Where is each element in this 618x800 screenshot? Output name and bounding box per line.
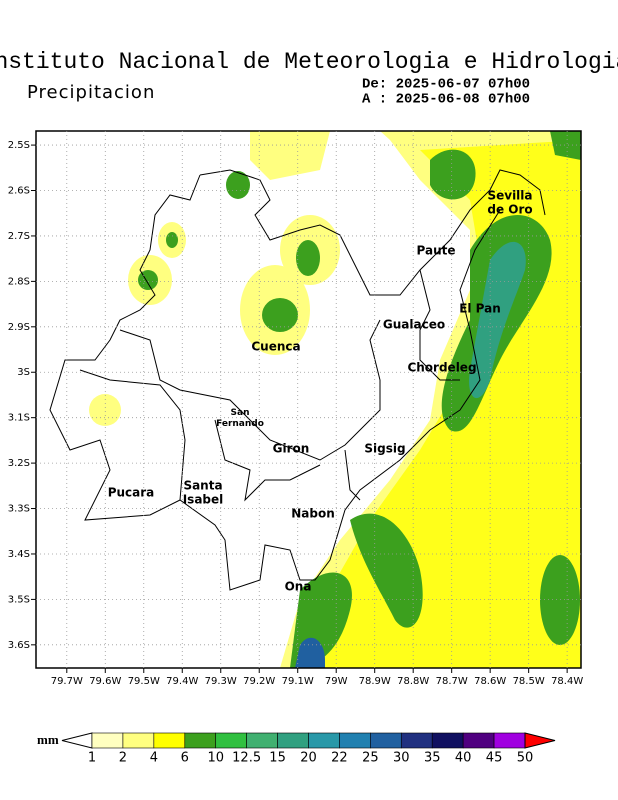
- x-tick-label: 78.5W: [513, 676, 545, 687]
- colorbar-label: 40: [455, 751, 472, 766]
- colorbar-swatch: [246, 732, 278, 749]
- title: Instituto Nacional de Meteorologia e Hid…: [0, 49, 618, 75]
- colorbar-label: 45: [486, 751, 503, 766]
- place-name: Sigsig: [364, 442, 405, 456]
- date-to: A : 2025-06-08 07h00: [362, 92, 530, 108]
- y-tick-label: 2.9S: [8, 322, 30, 333]
- colorbar-label: 12.5: [232, 751, 261, 766]
- y-tick-label: 3.6S: [8, 640, 30, 651]
- colorbar-swatch: [462, 732, 495, 749]
- place-name: Chordeleg: [407, 361, 476, 375]
- x-tick-label: 78.9W: [359, 676, 391, 687]
- y-tick-label: 2.8S: [8, 276, 30, 287]
- colorbar-swatch: [400, 732, 433, 749]
- y-tick-label: 2.6S: [8, 186, 30, 197]
- date-from: De: 2025-06-07 07h00: [362, 77, 530, 93]
- map-frame: [35, 130, 582, 669]
- place-name: Giron: [273, 442, 310, 456]
- colorbar-swatch: [153, 732, 186, 749]
- y-tick-label: 3.3S: [8, 504, 30, 515]
- x-tick-label: 79.3W: [205, 676, 237, 687]
- x-tick-label: 78.4W: [551, 676, 583, 687]
- x-tick-label: 79.2W: [243, 676, 275, 687]
- colorbar-swatch: [91, 732, 124, 749]
- colorbar-label: 20: [300, 751, 317, 766]
- x-tick-label: 79.6W: [89, 676, 121, 687]
- colorbar-label: 30: [393, 751, 410, 766]
- place-name: Sevilla: [487, 189, 532, 203]
- place-name: San: [231, 408, 250, 418]
- colorbar-swatch: [122, 732, 155, 749]
- y-tick-label: 3.2S: [8, 458, 30, 469]
- y-tick-label: 2.5S: [8, 140, 30, 151]
- x-tick-label: 78.8W: [397, 676, 429, 687]
- subtitle: Precipitacion: [27, 82, 155, 103]
- colorbar-swatch: [215, 732, 247, 749]
- colorbar-label: 2: [119, 751, 127, 766]
- colorbar-swatch: [308, 732, 340, 749]
- place-name: Gualaceo: [383, 318, 445, 332]
- place-name: Nabon: [291, 507, 335, 521]
- place-name: Fernando: [216, 419, 264, 429]
- boundaries: [49, 169, 546, 591]
- colorbar-under: [61, 732, 93, 749]
- colorbar-swatch: [493, 732, 526, 749]
- x-tick-label: 79.7W: [51, 676, 83, 687]
- colorbar-swatch: [339, 732, 371, 749]
- colorbar-label: 4: [150, 751, 158, 766]
- colorbar-label: 50: [517, 751, 534, 766]
- x-tick-label: 79W: [325, 676, 348, 687]
- place-name: Ona: [285, 580, 312, 594]
- colorbar-label: 25: [362, 751, 379, 766]
- place-name: de Oro: [487, 203, 532, 217]
- x-tick-label: 79.1W: [282, 676, 314, 687]
- colorbar-swatch: [277, 732, 309, 749]
- place-name: Santa: [183, 479, 222, 493]
- colorbar-over: [524, 732, 556, 749]
- x-tick-label: 78.6W: [474, 676, 506, 687]
- y-tick-label: 3S: [17, 367, 30, 378]
- colorbar-swatch: [431, 732, 464, 749]
- place-name: Isabel: [183, 493, 224, 507]
- x-tick-label: 78.7W: [436, 676, 468, 687]
- place-name: El Pan: [459, 302, 501, 316]
- place-name: Paute: [417, 244, 456, 258]
- colorbar-label: 6: [181, 751, 189, 766]
- y-tick-label: 3.1S: [8, 413, 30, 424]
- x-tick-label: 79.5W: [128, 676, 160, 687]
- place-name: Pucara: [108, 486, 155, 500]
- x-tick-label: 79.4W: [166, 676, 198, 687]
- colorbar-label: 1: [88, 751, 96, 766]
- place-name: Cuenca: [251, 340, 300, 354]
- colorbar-swatch: [184, 732, 217, 749]
- colorbar-label: 10: [207, 751, 224, 766]
- y-tick-label: 2.7S: [8, 231, 30, 242]
- y-tick-label: 3.4S: [8, 549, 30, 560]
- colorbar-label: 15: [269, 751, 286, 766]
- colorbar-label: 22: [331, 751, 348, 766]
- y-tick-label: 3.5S: [8, 594, 30, 605]
- colorbar-label: 35: [424, 751, 441, 766]
- colorbar-swatch: [370, 732, 402, 749]
- colorbar-unit: mm: [37, 732, 59, 747]
